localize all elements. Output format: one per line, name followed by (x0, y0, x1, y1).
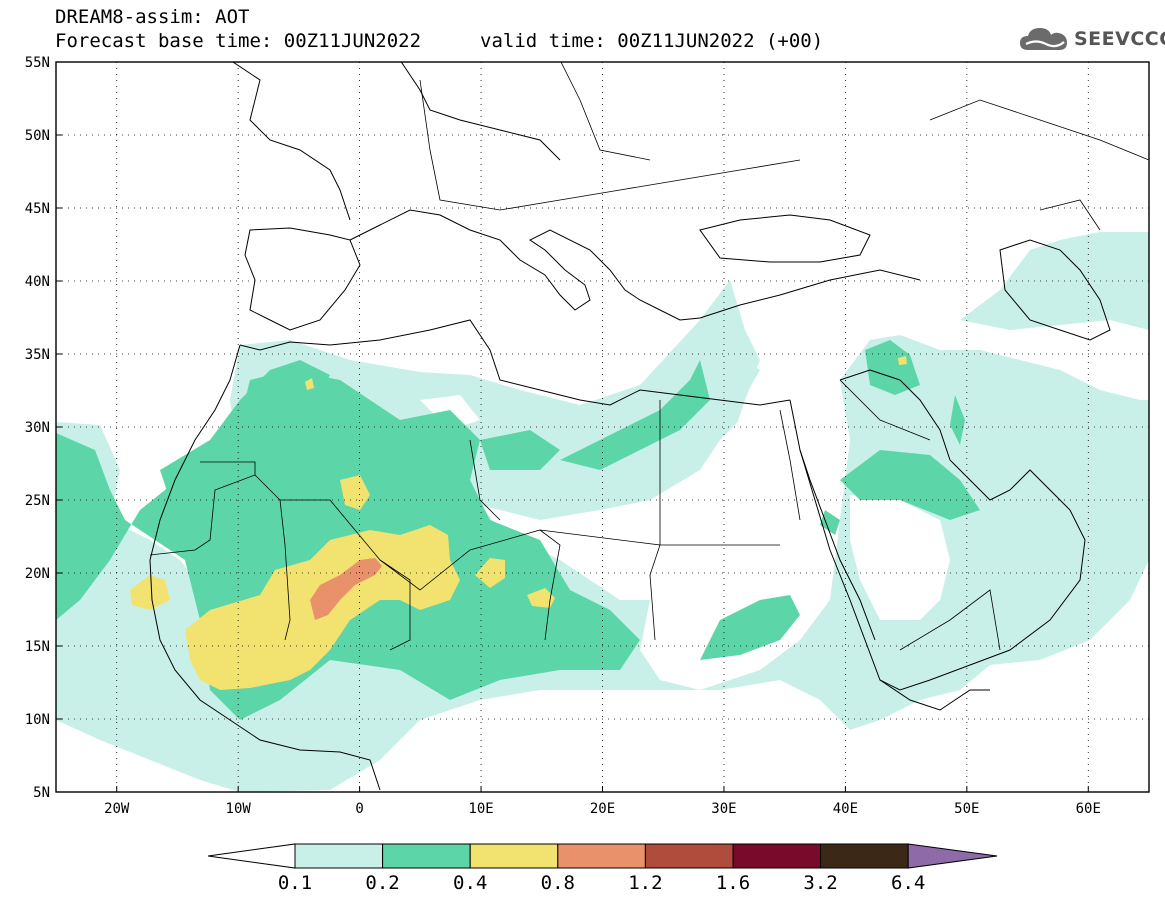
lon-tick-label: 10W (226, 801, 252, 817)
map-title: DREAM8-assim: AOT (55, 6, 250, 28)
lat-tick-label: 40N (25, 274, 50, 290)
aot-band-0.8-1.2 (310, 558, 382, 620)
longitude-labels: 20W 10W 0 10E 20E 30E 40E 50E 60E (104, 786, 1101, 817)
colorbar-label: 0.2 (365, 872, 400, 894)
lat-tick-label: 5N (33, 785, 50, 801)
lat-tick-label: 10N (25, 712, 50, 728)
coastlines (149, 62, 1111, 791)
lon-tick-label: 0 (355, 801, 363, 817)
lat-tick-label: 50N (25, 128, 50, 144)
lon-tick-label: 50E (954, 801, 979, 817)
colorbar-segment (644, 843, 734, 869)
country-borders (149, 62, 1149, 651)
colorbar-label: 0.1 (277, 872, 313, 894)
cloud-logo-icon (1020, 28, 1067, 50)
latitude-labels: 55N 50N 45N 40N 35N 30N 25N 20N 15N 10N 5N (25, 55, 62, 801)
lon-tick-label: 40E (833, 801, 858, 817)
colorbar-segment (557, 843, 646, 869)
colorbar-segment (294, 843, 384, 869)
lat-tick-label: 45N (25, 201, 50, 217)
colorbar-segment (382, 843, 471, 869)
valid-time: valid time: 00Z11JUN2022 (+00) (480, 30, 824, 52)
colorbar-max-arrow (907, 843, 998, 869)
logo-text: SEEVCCC (1074, 28, 1165, 50)
colorbar-min-arrow (207, 843, 296, 869)
colorbar-label: 6.4 (891, 872, 926, 894)
lon-tick-label: 20E (590, 801, 615, 817)
lat-tick-label: 20N (25, 566, 50, 582)
lon-tick-label: 60E (1076, 801, 1101, 817)
lon-tick-label: 30E (711, 801, 736, 817)
colorbar-label: 3.2 (803, 872, 838, 894)
colorbar-segment (732, 843, 822, 869)
seevccc-logo: SEEVCCC (1018, 24, 1165, 54)
colorbar-segment (820, 843, 909, 869)
lat-tick-label: 15N (25, 639, 50, 655)
gridlines (56, 62, 1149, 792)
lat-tick-label: 55N (25, 55, 50, 71)
lon-tick-label: 10E (468, 801, 493, 817)
colorbar-label: 0.8 (540, 872, 575, 894)
lat-tick-label: 35N (25, 347, 50, 363)
colorbar-label: 0.4 (453, 872, 488, 894)
lat-tick-label: 25N (25, 493, 50, 509)
lon-tick-label: 20W (104, 801, 130, 817)
lat-tick-label: 30N (25, 420, 50, 436)
colorbar-segment (469, 843, 559, 869)
forecast-base-time: Forecast base time: 00Z11JUN2022 (55, 30, 422, 52)
colorbar (207, 843, 998, 869)
colorbar-label: 1.6 (715, 872, 751, 894)
colorbar-label: 1.2 (628, 872, 663, 894)
